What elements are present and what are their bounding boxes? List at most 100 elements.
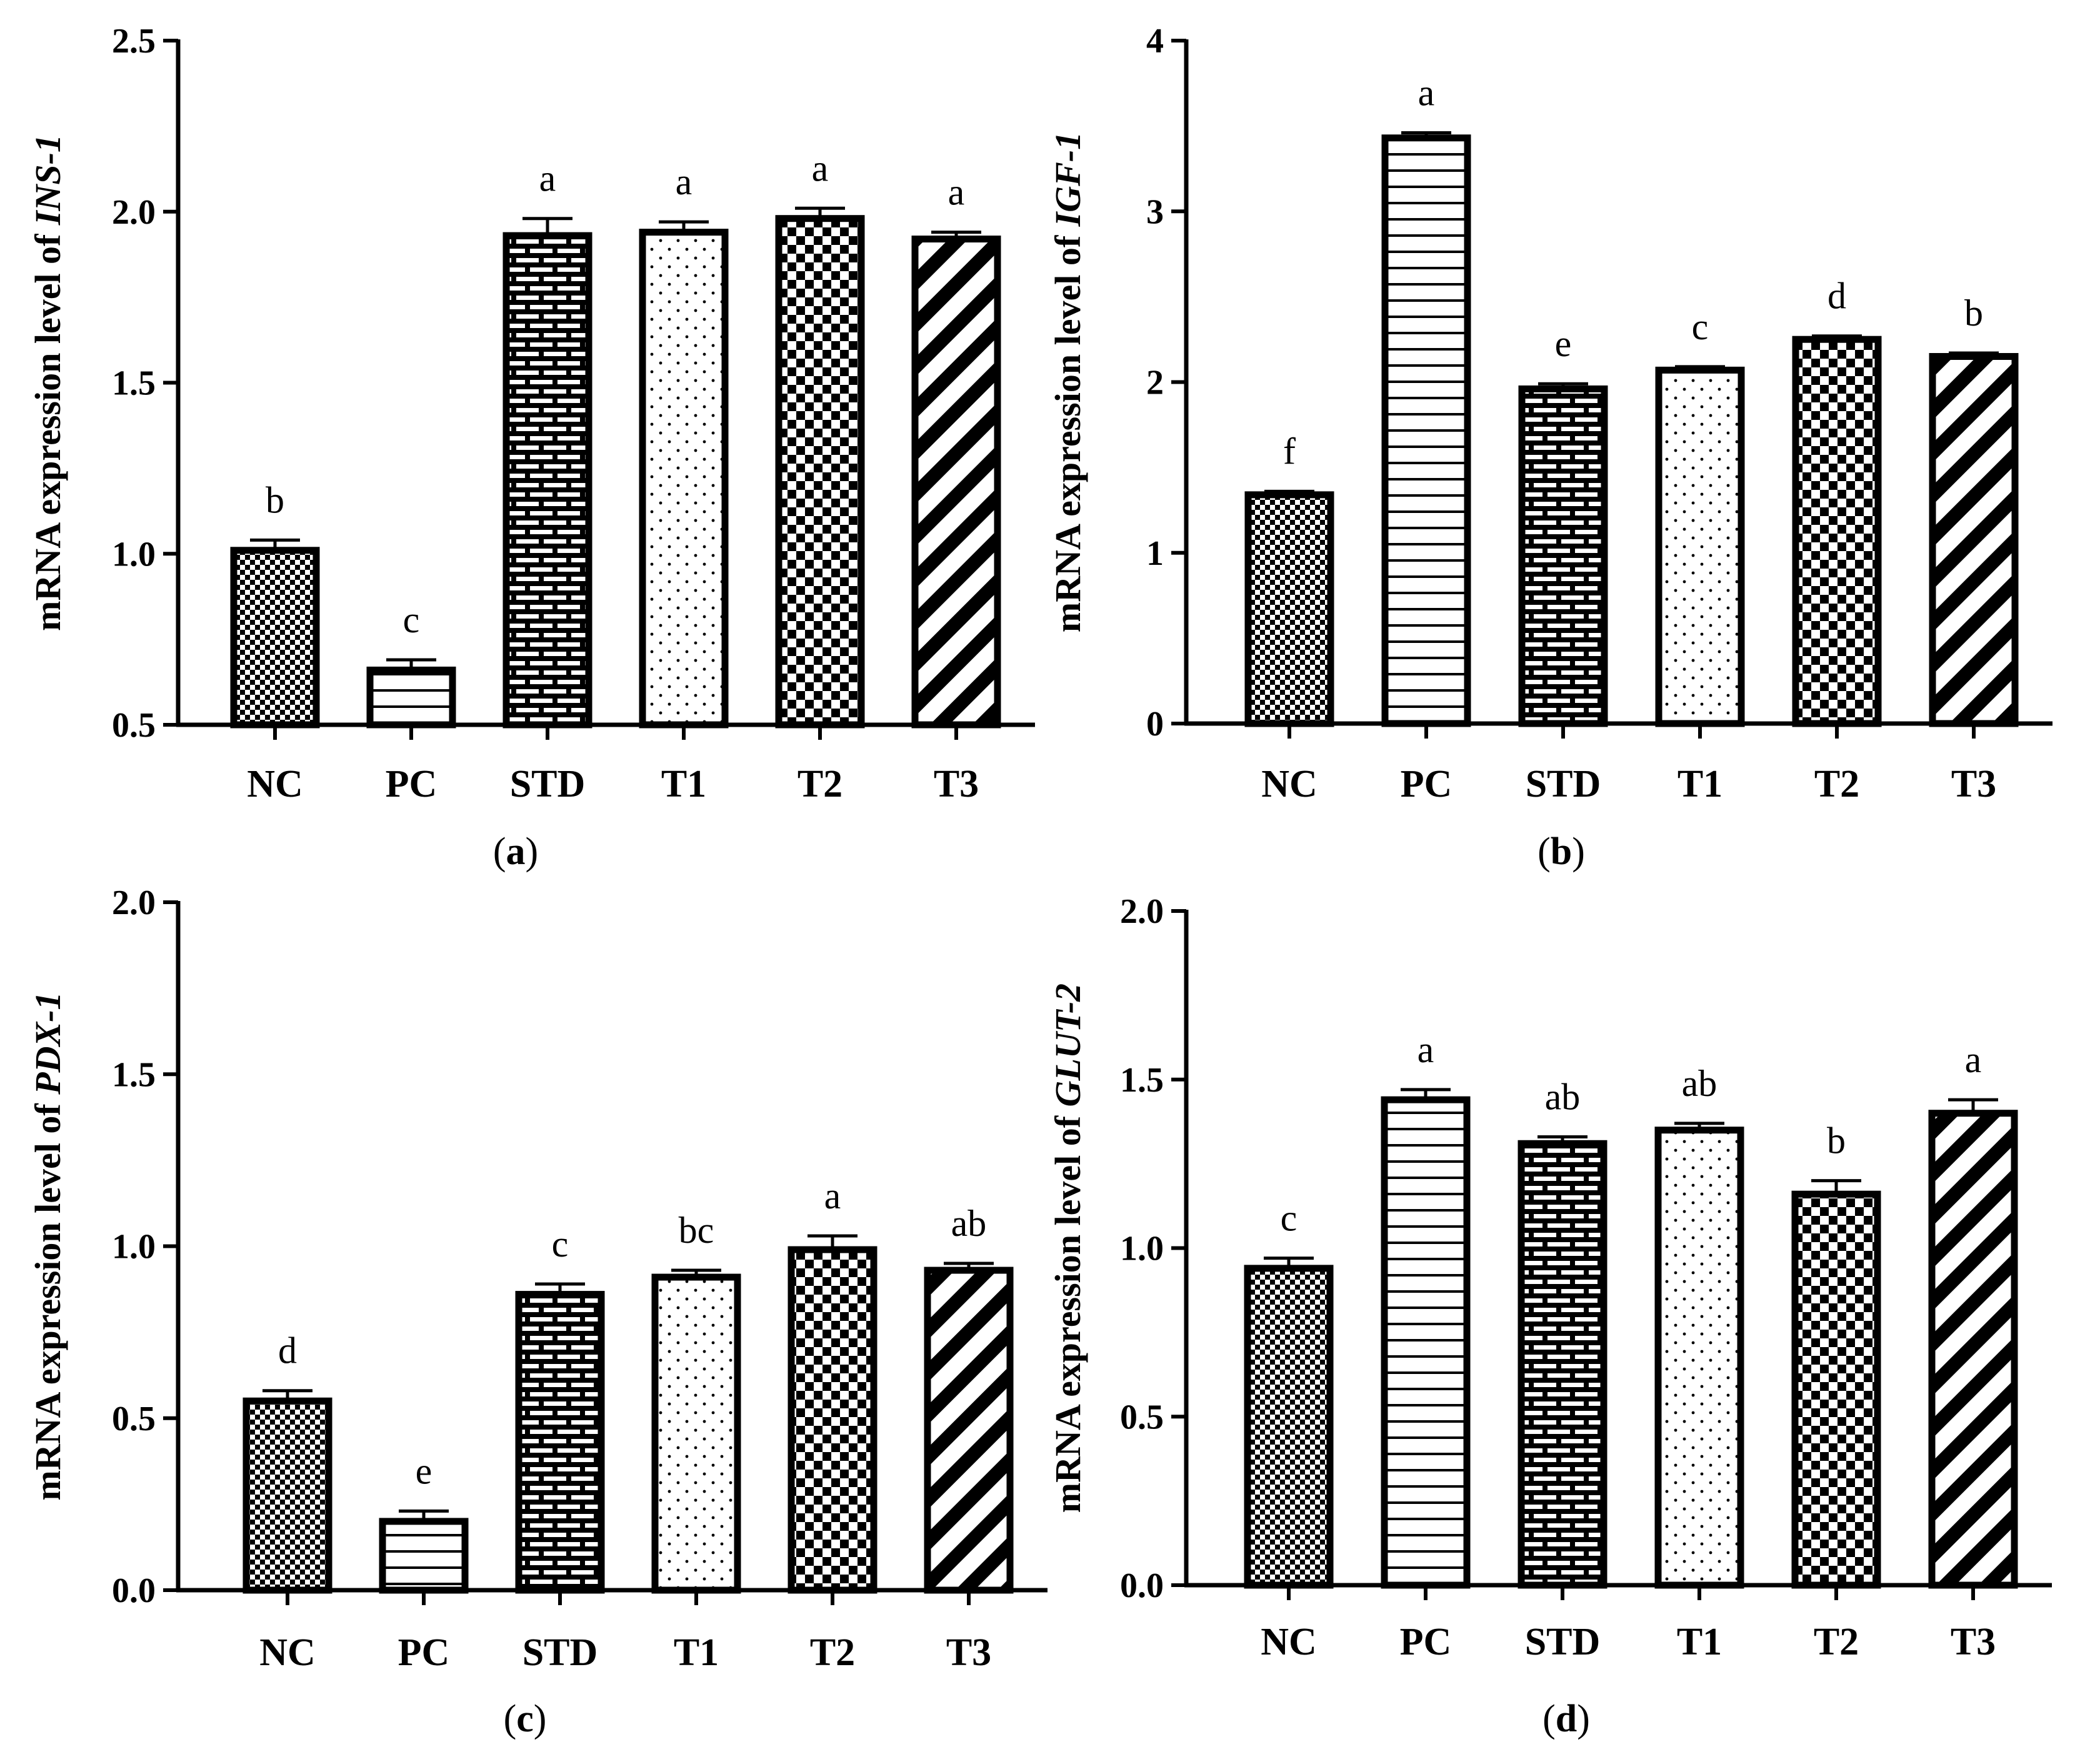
y-axis-title-prefix: mRNA expression level of: [1048, 226, 1088, 632]
panel-letter: d: [1556, 1698, 1577, 1740]
y-tick-label: 2: [1146, 364, 1164, 402]
y-tick-label: 2.0: [112, 883, 156, 922]
y-axis-title: mRNA expression level of INS-1: [28, 134, 68, 631]
significance-label-pc: a: [1418, 1029, 1434, 1070]
bar-std: [515, 1291, 605, 1594]
bar-nc: [1244, 1265, 1334, 1589]
panel-caption-b: (b): [1538, 830, 1585, 873]
y-tick-label: 0.0: [1120, 1566, 1164, 1605]
y-axis-title-gene: GLUT-2: [1048, 983, 1088, 1107]
significance-label-t3: b: [1964, 292, 1983, 334]
y-tick-label: 1.5: [1120, 1061, 1164, 1100]
x-tick-label-pc: PC: [1400, 1621, 1452, 1663]
x-tick-label-t3: T3: [1951, 763, 1996, 805]
significance-label-t1: a: [676, 161, 692, 202]
significance-label-t1: bc: [679, 1210, 714, 1251]
bar-pc: [379, 1518, 469, 1594]
significance-label-pc: c: [403, 599, 420, 640]
y-tick-label: 1.0: [1120, 1230, 1164, 1268]
x-tick-label-t3: T3: [946, 1631, 991, 1674]
y-tick-label: 4: [1146, 22, 1164, 61]
chart-panel-d: 0.0 0.5 1.0 1.5 2.0 mRNA expression level of …: [1048, 892, 2052, 1740]
chart-panel-a: 0.5 1.0 1.5 2.0 2.5 mRNA expression level of …: [28, 22, 1035, 873]
bar-t3: [1928, 1110, 2018, 1589]
x-tick-label-pc: PC: [398, 1631, 450, 1674]
y-tick-label: 0.0: [112, 1571, 156, 1610]
x-tick-label-std: STD: [1526, 763, 1601, 805]
panel-caption-d: (d): [1542, 1698, 1590, 1740]
x-tick-label-nc: NC: [259, 1631, 316, 1674]
x-tick-label-t1: T1: [1677, 1621, 1722, 1663]
y-tick-label: 1.0: [112, 535, 156, 574]
y-tick-label: 3: [1146, 192, 1164, 231]
panel-letter: a: [506, 830, 526, 873]
significance-label-std: e: [1555, 323, 1572, 364]
significance-label-t3: a: [1965, 1039, 1982, 1080]
bar-t2: [1791, 1190, 1881, 1589]
bar-std: [1518, 1140, 1608, 1589]
x-tick-label-t1: T1: [674, 1631, 719, 1674]
significance-label-std: ab: [1545, 1076, 1581, 1117]
y-axis-title-prefix: mRNA expression level of: [28, 225, 68, 631]
panel-letter: c: [516, 1698, 534, 1740]
x-tick-label-t2: T2: [1814, 1621, 1859, 1663]
bar-t3: [911, 236, 1001, 729]
x-tick-label-std: STD: [510, 763, 586, 805]
significance-label-pc: e: [416, 1450, 432, 1491]
chart-panel-c: 0.0 0.5 1.0 1.5 2.0 mRNA expression level of …: [28, 883, 1048, 1740]
bar-std: [1518, 385, 1608, 727]
y-tick-label: 2.0: [112, 193, 156, 232]
x-tick-label-t2: T2: [798, 763, 842, 805]
significance-label-nc: c: [1281, 1198, 1298, 1239]
bar-t1: [639, 229, 729, 729]
x-tick-label-t3: T3: [934, 763, 979, 805]
significance-label-nc: b: [266, 479, 284, 520]
bar-t2: [775, 215, 865, 729]
y-tick-label: 1.5: [112, 364, 156, 403]
bar-pc: [366, 666, 456, 729]
x-tick-label-t1: T1: [1678, 763, 1722, 805]
bar-t1: [651, 1273, 741, 1594]
bar-t1: [1655, 366, 1745, 727]
x-tick-label-std: STD: [522, 1631, 598, 1674]
y-tick-label: 0.5: [112, 706, 156, 745]
bar-t2: [1792, 336, 1882, 727]
x-tick-label-t1: T1: [661, 763, 706, 805]
bar-t1: [1654, 1127, 1744, 1589]
x-tick-label-std: STD: [1525, 1621, 1601, 1663]
y-axis-title: mRNA expression level of GLUT-2: [1048, 983, 1088, 1513]
significance-label-t1: c: [1692, 306, 1709, 347]
panel-caption-c: (c): [504, 1698, 547, 1740]
y-tick-label: 1: [1146, 534, 1164, 573]
y-axis-title: mRNA expression level of PDX-1: [28, 992, 68, 1500]
x-tick-label-t2: T2: [810, 1631, 855, 1674]
y-tick-label: 1.5: [112, 1055, 156, 1094]
y-tick-label: 1.0: [112, 1228, 156, 1267]
significance-label-std: c: [552, 1223, 569, 1265]
bar-nc: [1244, 491, 1334, 727]
y-axis-title-prefix: mRNA expression level of: [28, 1095, 68, 1501]
significance-label-nc: d: [278, 1330, 297, 1371]
bar-std: [502, 232, 592, 729]
y-axis-title: mRNA expression level of IGF-1: [1048, 132, 1088, 632]
significance-label-t3: a: [948, 172, 965, 213]
significance-label-t1: ab: [1682, 1063, 1718, 1104]
significance-label-t2: a: [824, 1175, 841, 1217]
bar-t2: [788, 1246, 878, 1594]
y-tick-label: 0.5: [1120, 1398, 1164, 1436]
y-axis-title-gene: PDX-1: [28, 992, 68, 1095]
panel-caption-a: (a): [493, 830, 538, 873]
bar-pc: [1381, 1096, 1471, 1589]
x-tick-label-nc: NC: [247, 763, 303, 805]
significance-label-t2: a: [812, 147, 829, 189]
y-axis-title-gene: IGF-1: [1048, 132, 1088, 227]
bar-pc: [1381, 134, 1471, 727]
x-tick-label-pc: PC: [1401, 763, 1452, 805]
y-tick-label: 2.0: [1120, 892, 1164, 931]
significance-label-pc: a: [1418, 72, 1435, 114]
y-axis-title-gene: INS-1: [28, 134, 68, 226]
x-tick-label-t3: T3: [1951, 1621, 1996, 1663]
x-tick-label-nc: NC: [1261, 1621, 1317, 1663]
significance-label-t3: ab: [951, 1203, 987, 1244]
